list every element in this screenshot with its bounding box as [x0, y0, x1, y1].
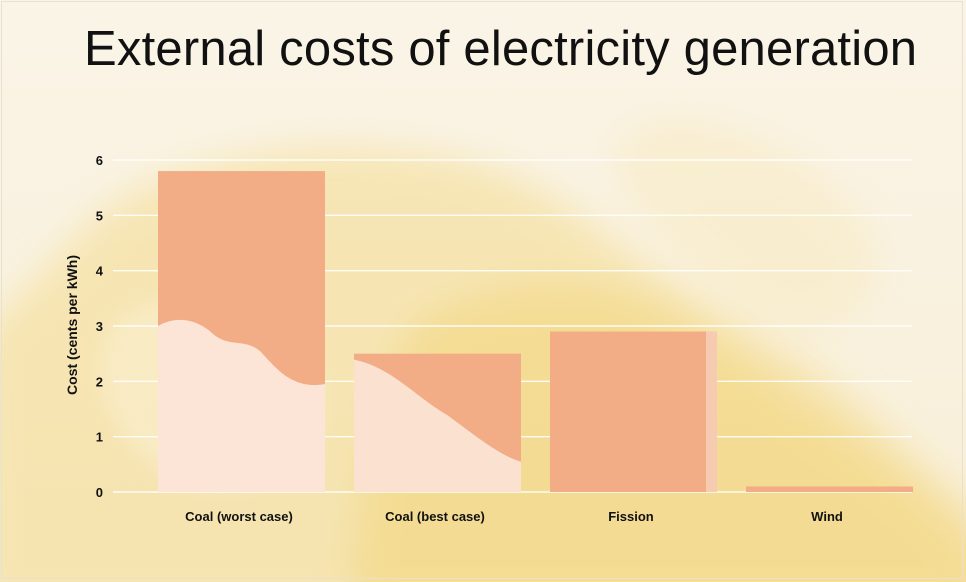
- x-axis-labels: Coal (worst case) Coal (best case) Fission…: [185, 509, 843, 524]
- bar-group: [746, 486, 913, 492]
- x-tick-label: Coal (best case): [385, 509, 485, 524]
- chart-title: External costs of electricity generation: [84, 22, 918, 76]
- y-tick-label: 1: [96, 430, 103, 445]
- x-tick-label: Fission: [608, 509, 654, 524]
- y-axis-ticks: 0 1 2 3 4 5 6: [96, 153, 104, 500]
- bar-group: [354, 353, 521, 492]
- bar-group: [550, 331, 717, 492]
- y-axis-label: Cost (cents per kWh): [64, 255, 80, 395]
- x-tick-label: Coal (worst case): [185, 509, 293, 524]
- y-tick-label: 6: [96, 153, 103, 168]
- bar-highlight: [158, 319, 325, 492]
- bar: [746, 486, 913, 492]
- bar: [550, 331, 717, 492]
- y-tick-label: 5: [96, 208, 103, 223]
- y-tick-label: 0: [96, 485, 103, 500]
- y-tick-label: 3: [96, 319, 103, 334]
- y-tick-label: 2: [96, 374, 103, 389]
- bar-highlight: [354, 359, 521, 492]
- bar-edge-highlight: [706, 331, 717, 492]
- x-tick-label: Wind: [811, 509, 843, 524]
- bars: [158, 171, 913, 493]
- y-tick-label: 4: [96, 264, 104, 279]
- bar-group: [158, 171, 325, 493]
